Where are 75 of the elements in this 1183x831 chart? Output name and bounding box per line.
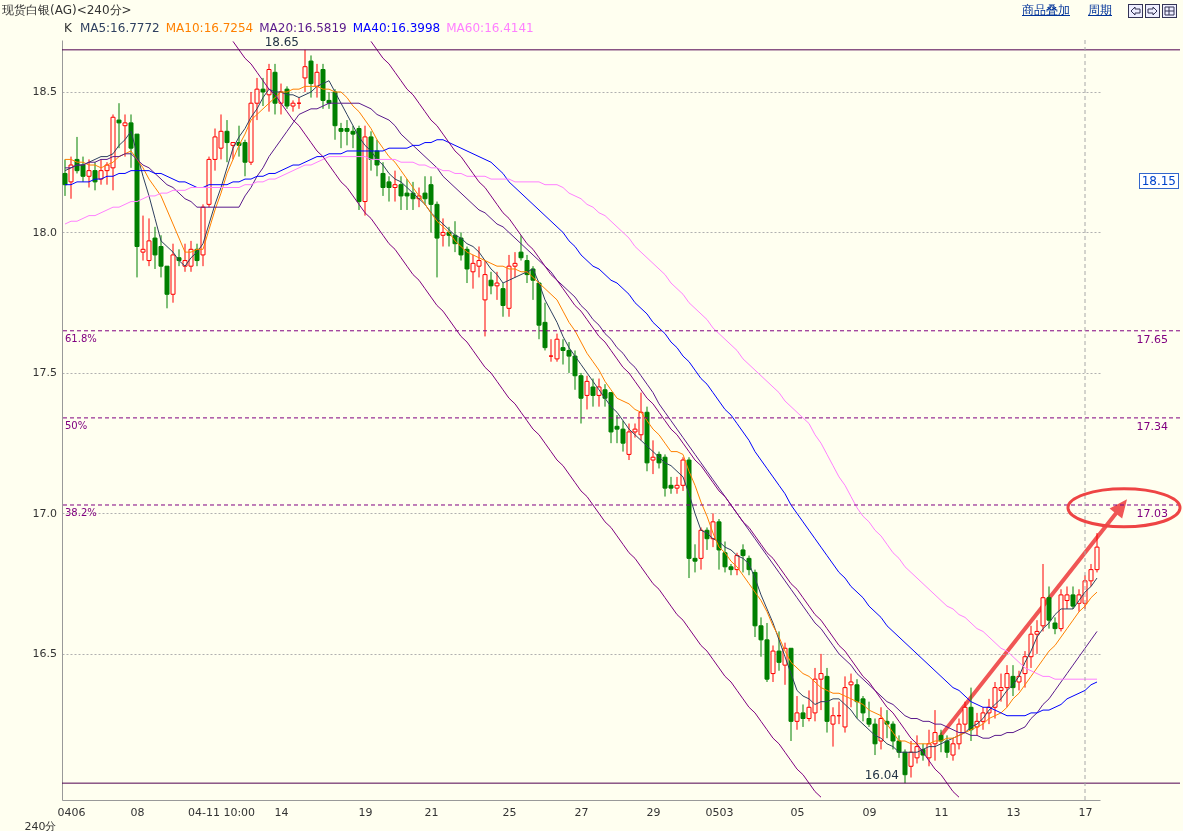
candlestick [68,156,74,200]
x-tick-label: 09 [862,805,877,819]
candlestick [944,734,950,759]
ref-line-label: 17.65 [1136,332,1168,346]
y-tick-label: 18.0 [32,225,57,239]
candlestick [650,439,656,475]
annotation: 16.04 [864,768,899,783]
annotation: 18.65 [264,34,299,49]
text: MA60:16.4141 [446,21,534,35]
candlestick [302,49,308,93]
candlestick [968,687,974,742]
candlestick [86,158,92,188]
x-tick-label: 05 [790,805,805,819]
annotation: 38.2% [65,506,97,518]
candlestick [938,729,944,753]
candlestick [902,748,908,784]
candlestick [308,54,314,99]
candlestick [260,77,266,107]
candlestick [770,644,776,683]
text: 商品叠加 [1022,3,1070,17]
candlestick [392,170,398,203]
ref-line-label: 17.34 [1136,419,1168,433]
y-tick-label: 16.5 [32,647,57,661]
candlestick [122,113,128,158]
candlestick [878,706,884,750]
candlestick [314,63,320,99]
candlestick [224,119,230,163]
candlestick [1070,585,1076,610]
y-tick-label: 18.5 [32,85,57,99]
annotation: 50% [65,419,88,431]
candlestick [794,695,800,731]
candlestick [518,234,524,262]
candlestick [740,543,746,573]
x-tick-label: 29 [646,805,661,819]
candlestick [230,142,236,160]
x-tick-label: 21 [424,805,439,819]
x-tick-label: 25 [502,805,517,819]
y-tick-label: 17.5 [32,366,57,380]
candlestick [92,161,98,191]
legend-title: K [64,21,72,35]
y-tick-label: 17.0 [32,506,57,520]
x-tick-label: 27 [574,805,589,819]
candlestick [500,282,506,318]
x-tick-label: 14 [274,805,289,819]
x-tick-label: 0406 [57,805,86,819]
text: 18.15 [1138,173,1179,189]
ref-line-label: 17.03 [1136,506,1168,520]
text: 周期 [1088,3,1112,17]
candlestick [590,378,596,408]
candlestick [116,102,122,149]
candlestick [1010,664,1016,697]
candlestick [1052,616,1058,635]
candlestick [494,271,500,301]
x-tick-label: 17 [1078,805,1093,819]
candlestick [440,217,446,248]
text: MA40:16.3998 [352,21,441,35]
text: MA20:16.5819 [259,21,347,35]
candlestick [62,158,68,197]
candlestick [584,375,590,410]
candlestick [488,271,494,295]
x-tick-label: 11 [934,805,949,819]
chart-title: 现货白银(AG)<240分> [2,2,132,19]
x-tick-label: 19 [358,805,373,819]
text: MA10:16.7254 [165,21,254,35]
candlestick [800,703,806,728]
text: MA5:16.7772 [79,21,160,35]
x-tick-label: 04-11 10:00 [187,805,256,819]
x-axis-title: 240分 [24,819,57,831]
x-tick-label: 0503 [705,805,734,819]
x-tick-label: 08 [130,805,145,819]
x-tick-label: 13 [1006,805,1021,819]
annotation: 61.8% [65,332,97,344]
candlestick [776,630,782,672]
candlestick [848,673,854,708]
candlestick [1046,585,1052,630]
